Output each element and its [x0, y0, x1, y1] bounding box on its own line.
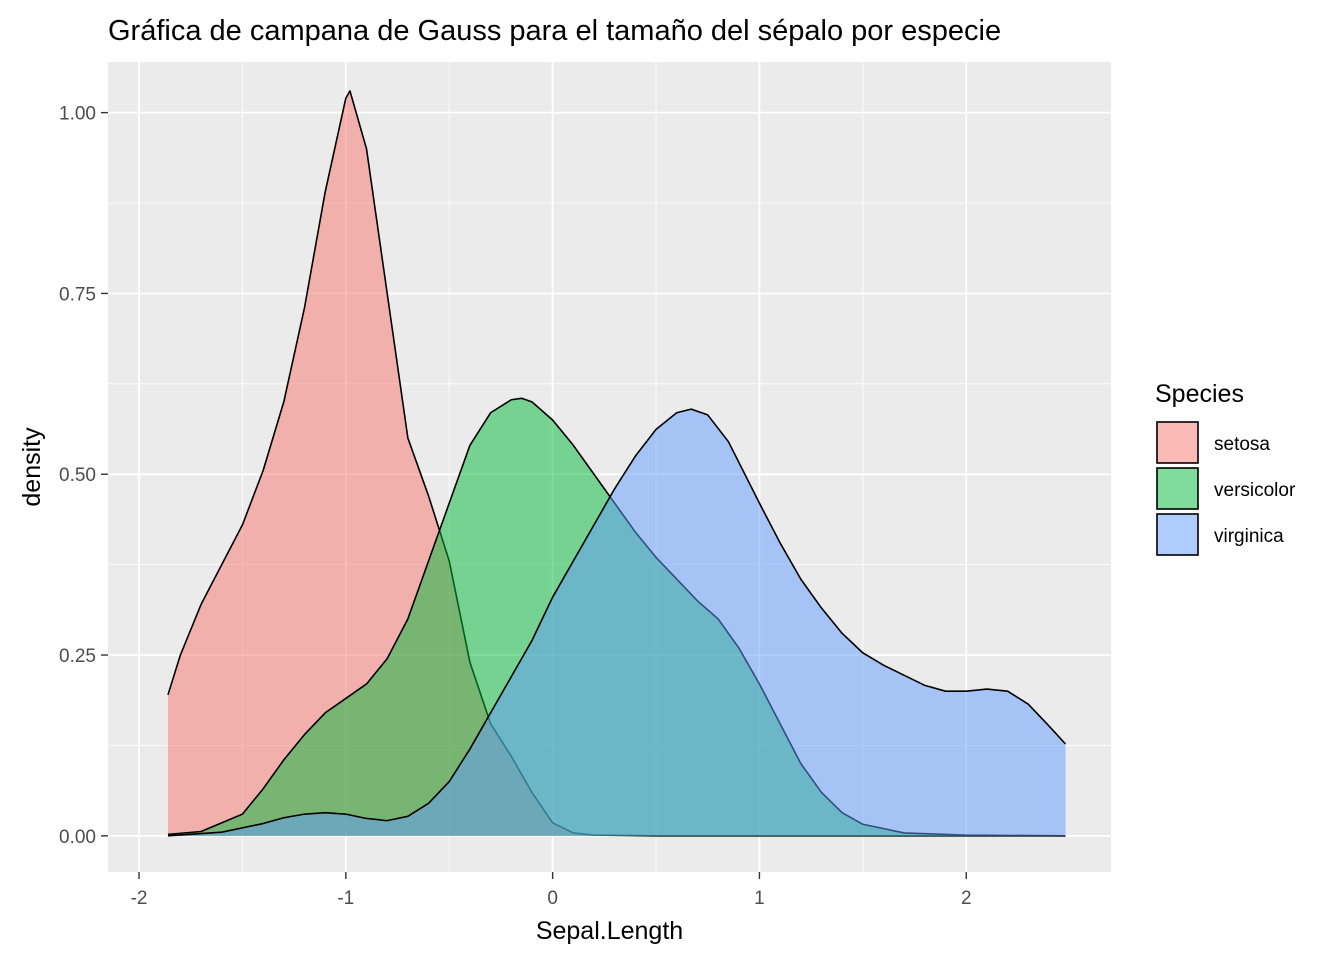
x-axis-title: Sepal.Length: [536, 917, 683, 945]
density-outline-virginica: [167, 408, 1067, 837]
legend-label-setosa: setosa: [1214, 434, 1270, 455]
y-axis-title: density: [18, 427, 46, 507]
y-tick-label: 0.50: [59, 465, 96, 486]
y-tick-label: 0.75: [59, 284, 96, 305]
x-tick-label: 0: [547, 888, 558, 909]
density-area-virginica: [167, 409, 1066, 836]
x-tick-label: 2: [961, 888, 972, 909]
y-tick-label: 0.25: [59, 646, 96, 667]
y-tick-label: 1.00: [59, 104, 96, 125]
legend-title: Species: [1155, 380, 1244, 408]
chart-title: Gráfica de campana de Gauss para el tama…: [108, 15, 1001, 47]
legend-key-setosa: [1156, 421, 1199, 464]
legend-key-virginica: [1156, 513, 1199, 556]
y-tick-label: 0.00: [59, 827, 96, 848]
density-areas: [167, 90, 1067, 837]
x-tick-label: -1: [337, 888, 354, 909]
legend: Species setosa versicolor virginica: [1155, 380, 1296, 556]
x-axis: -2 -1 0 1 2: [131, 872, 972, 909]
x-tick-label: -2: [131, 888, 148, 909]
legend-key-versicolor: [1156, 467, 1199, 510]
y-axis: 0.00 0.25 0.50 0.75 1.00: [59, 104, 108, 848]
legend-label-virginica: virginica: [1214, 526, 1284, 547]
legend-label-versicolor: versicolor: [1214, 480, 1296, 501]
x-tick-label: 1: [754, 888, 765, 909]
